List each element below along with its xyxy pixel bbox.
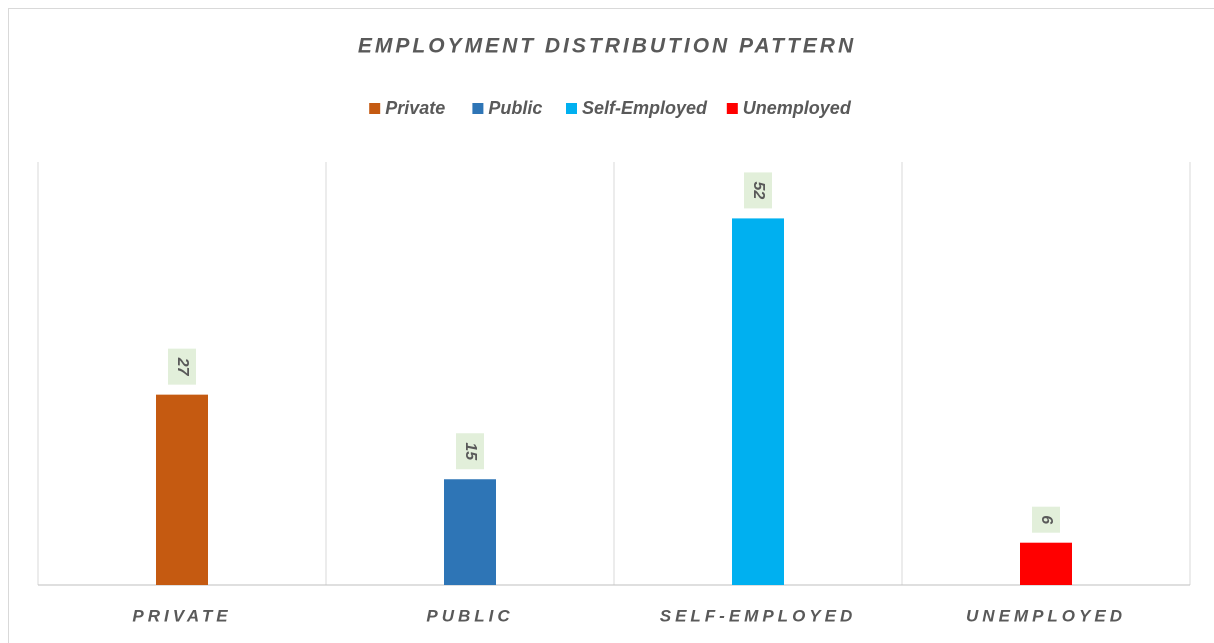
- chart-border: [8, 8, 1214, 643]
- legend-swatch: [566, 103, 577, 114]
- x-tick-label: PRIVATE: [132, 606, 231, 625]
- data-label: 6: [1038, 515, 1055, 524]
- legend-swatch: [472, 103, 484, 114]
- data-label: 27: [174, 357, 191, 377]
- bar: [1020, 542, 1072, 585]
- x-tick-label: PUBLIC: [426, 606, 513, 625]
- data-label: 52: [750, 182, 767, 200]
- legend-label: Self-Employed: [582, 98, 708, 118]
- data-label-box: [744, 172, 772, 209]
- data-label-box: [1032, 506, 1060, 533]
- legend-label: Unemployed: [743, 98, 852, 118]
- data-label-box: [168, 348, 196, 385]
- bar: [444, 479, 496, 585]
- chart-title: EMPLOYMENT DISTRIBUTION PATTERN: [358, 35, 856, 58]
- legend-swatch: [726, 103, 738, 114]
- x-tick-label: UNEMPLOYED: [966, 606, 1126, 625]
- x-tick-label: SELF-EMPLOYED: [660, 606, 857, 625]
- bar: [732, 218, 784, 585]
- data-label: 15: [462, 442, 479, 461]
- legend-label: Public: [488, 98, 542, 118]
- bar: [156, 394, 208, 585]
- legend-swatch: [369, 103, 381, 114]
- legend-label: Private: [385, 98, 445, 118]
- data-label-box: [456, 433, 484, 470]
